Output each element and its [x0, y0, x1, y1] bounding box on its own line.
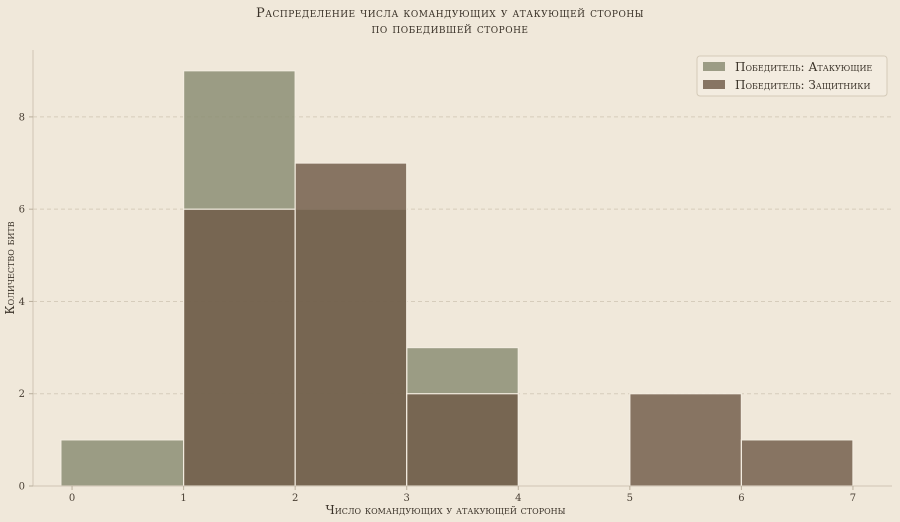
chart-title: Распределение числа командующих у атакую… — [0, 6, 900, 38]
legend-box — [696, 55, 888, 97]
bar-series1-bin2 — [294, 162, 408, 487]
chart-title-line2: по победившей стороне — [371, 22, 529, 37]
legend-label-1: Победитель: Защитники — [735, 78, 870, 92]
legend-label-0: Победитель: Атакующие — [735, 60, 872, 74]
bar-series1-bin6 — [740, 439, 854, 487]
x-tick-label-6: 6 — [738, 493, 744, 504]
y-tick-label-4: 4 — [19, 297, 25, 308]
legend: Победитель: Атакующие Победитель: Защитни… — [696, 55, 888, 97]
x-tick-label-4: 4 — [515, 493, 521, 504]
y-tick-label-0: 0 — [19, 482, 25, 493]
bar-series1-bin5 — [629, 393, 742, 487]
chart-title-line1: Распределение числа командующих у атакую… — [255, 6, 645, 21]
bars-layer — [60, 70, 854, 487]
x-tick-label-7: 7 — [850, 493, 856, 504]
legend-swatch-0 — [703, 62, 725, 71]
x-tick-label-2: 2 — [292, 493, 298, 504]
bar-series0-bin0 — [60, 439, 185, 487]
x-tick-label-3: 3 — [404, 493, 410, 504]
x-tick-label-0: 0 — [69, 493, 75, 504]
x-tick-label-5: 5 — [627, 493, 633, 504]
y-tick-label-8: 8 — [19, 112, 25, 123]
y-tick-label-2: 2 — [19, 389, 25, 400]
x-tick-label-1: 1 — [180, 493, 186, 504]
legend-swatch-1 — [703, 80, 725, 89]
axes-layer: 0 1 2 3 4 5 6 7 0 2 4 6 8 — [19, 50, 892, 504]
y-tick-label-6: 6 — [19, 205, 25, 216]
x-axis-label: Число командующих у атакующей стороны — [326, 503, 566, 517]
bar-series1-bin3 — [406, 393, 519, 487]
bar-series1-bin1 — [183, 208, 296, 487]
y-axis-label: Количество битв — [3, 221, 17, 314]
